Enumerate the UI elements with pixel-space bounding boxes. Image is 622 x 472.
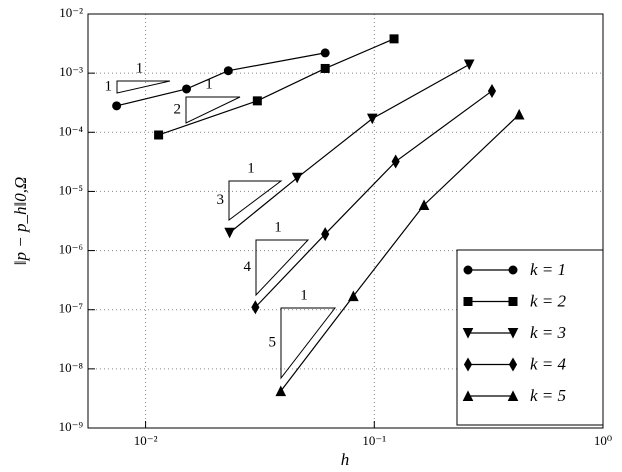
marker	[154, 130, 164, 140]
legend-label: k = 2	[530, 291, 567, 310]
marker	[366, 113, 378, 125]
marker	[182, 84, 192, 94]
marker	[391, 154, 400, 169]
marker	[252, 96, 262, 106]
x-tick-label: 10⁻¹	[362, 433, 386, 448]
y-tick-label: 10⁻⁹	[59, 419, 84, 434]
marker	[223, 66, 233, 76]
marker	[463, 265, 473, 275]
marker	[463, 357, 473, 372]
marker	[487, 83, 497, 98]
slope-triangle	[280, 307, 337, 380]
legend-label: k = 5	[530, 386, 566, 405]
marker	[508, 265, 518, 275]
marker	[462, 328, 474, 339]
slope-triangle	[185, 96, 241, 124]
slope-triangle	[228, 180, 283, 221]
y-tick-label: 10⁻⁸	[59, 360, 84, 375]
x-tick-label: 10⁰	[594, 433, 612, 448]
marker	[251, 300, 260, 315]
y-tick-label: 10⁻⁶	[59, 242, 83, 257]
marker	[291, 172, 303, 184]
marker	[507, 390, 519, 401]
slope-rise-label: 4	[244, 259, 252, 275]
marker	[224, 227, 235, 239]
marker	[508, 297, 518, 306]
legend-label: k = 1	[530, 260, 566, 279]
marker	[320, 63, 330, 73]
slope-run-label: 1	[300, 287, 308, 303]
slope-run-label: 1	[205, 76, 213, 92]
legend-label: k = 4	[530, 354, 567, 373]
marker	[321, 227, 330, 242]
series-line	[116, 52, 326, 107]
marker	[463, 59, 475, 71]
y-tick-label: 10⁻⁴	[59, 123, 84, 138]
marker	[389, 34, 399, 44]
slope-rise-label: 5	[269, 334, 277, 350]
marker	[112, 101, 122, 111]
y-axis-label: ‖p − p_h‖0,Ω	[11, 177, 30, 266]
marker	[418, 199, 430, 210]
y-tick-label: 10⁻²	[59, 5, 83, 20]
slope-triangle	[255, 239, 310, 297]
y-tick-label: 10⁻³	[59, 64, 83, 79]
slope-rise-label: 2	[174, 101, 182, 117]
slope-rise-label: 3	[217, 192, 225, 208]
series-line	[280, 114, 520, 392]
slope-triangle	[116, 80, 171, 94]
marker	[513, 108, 525, 120]
x-tick-label: 10⁻²	[134, 433, 158, 448]
marker	[507, 328, 519, 339]
plot-frame	[87, 13, 604, 429]
series-line	[158, 38, 395, 136]
marker	[508, 357, 518, 372]
series-line	[229, 63, 470, 234]
y-tick-label: 10⁻⁷	[59, 301, 83, 316]
marker	[463, 297, 473, 306]
series-line	[254, 90, 493, 308]
marker	[275, 385, 287, 397]
legend-label: k = 3	[530, 323, 566, 342]
marker	[348, 290, 359, 302]
slope-run-label: 1	[274, 219, 282, 235]
slope-rise-label: 1	[105, 78, 113, 94]
marker	[462, 390, 474, 401]
x-axis-label: h	[341, 450, 350, 469]
y-tick-label: 10⁻⁵	[59, 182, 83, 197]
marker	[320, 48, 330, 58]
slope-run-label: 1	[247, 160, 255, 176]
slope-run-label: 1	[136, 60, 144, 76]
